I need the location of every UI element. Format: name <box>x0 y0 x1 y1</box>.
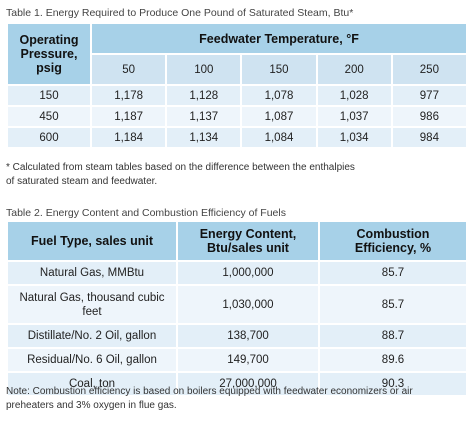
pressure-header-line: Pressure, <box>20 47 78 61</box>
note-line: preheaters and 3% oxygen in flue gas. <box>6 400 177 411</box>
value-cell: 1,187 <box>89 105 168 128</box>
value-cell: 984 <box>390 126 469 149</box>
temp-column-header: 150 <box>240 53 318 86</box>
fuel-cell: Coal, ton <box>6 371 178 397</box>
efficiency-cell: 89.6 <box>318 347 468 373</box>
pressure-cell: 150 <box>6 84 92 107</box>
energy-cell: 1,030,000 <box>176 284 320 325</box>
value-cell: 1,178 <box>89 84 168 107</box>
efficiency-cell: 90.3 <box>318 371 468 397</box>
value-cell: 1,037 <box>315 105 393 128</box>
footnote-line: * Calculated from steam tables based on … <box>6 162 355 173</box>
efficiency-cell: 85.7 <box>318 284 468 325</box>
table-row: 150 1,178 1,128 1,078 1,028 977 <box>6 84 469 107</box>
temp-column-header: 50 <box>89 53 168 86</box>
header-line: Efficiency, % <box>354 241 432 255</box>
value-cell: 1,184 <box>89 126 168 149</box>
table1-caption: Table 1. Energy Required to Produce One … <box>6 7 354 19</box>
pressure-header-line: psig <box>36 61 62 75</box>
pressure-header-line: Operating <box>19 33 79 47</box>
fuel-cell: Residual/No. 6 Oil, gallon <box>6 347 178 373</box>
temp-column-header: 200 <box>315 53 393 86</box>
table-row: Coal, ton 27,000,000 90.3 <box>6 371 468 397</box>
table-row: Distillate/No. 2 Oil, gallon 138,700 88.… <box>6 323 468 349</box>
efficiency-cell: 85.7 <box>318 260 468 286</box>
table-row: 450 1,187 1,137 1,087 1,037 986 <box>6 105 469 128</box>
table1-footnote: * Calculated from steam tables based on … <box>6 161 468 189</box>
energy-cell: 1,000,000 <box>176 260 320 286</box>
energy-cell: 27,000,000 <box>176 371 320 397</box>
value-cell: 1,137 <box>165 105 243 128</box>
footnote-line: of saturated steam and feedwater. <box>6 176 158 187</box>
table2-caption: Table 2. Energy Content and Combustion E… <box>6 207 286 219</box>
value-cell: 1,128 <box>165 84 243 107</box>
value-cell: 1,078 <box>240 84 318 107</box>
pressure-header: Operating Pressure, psig <box>6 22 92 86</box>
value-cell: 1,028 <box>315 84 393 107</box>
temp-column-header: 250 <box>390 53 469 86</box>
energy-content-header: Energy Content, Btu/sales unit <box>176 220 320 262</box>
fuel-cell: Natural Gas, MMBtu <box>6 260 178 286</box>
table-row: Natural Gas, thousand cubic feet 1,030,0… <box>6 284 468 325</box>
note-line: Note: Combustion efficiency is based on … <box>6 386 413 397</box>
temp-column-header: 100 <box>165 53 243 86</box>
value-cell: 986 <box>390 105 469 128</box>
pressure-cell: 450 <box>6 105 92 128</box>
fuel-cell: Natural Gas, thousand cubic feet <box>6 284 178 325</box>
fuel-line: feet <box>82 305 102 318</box>
table-row: Residual/No. 6 Oil, gallon 149,700 89.6 <box>6 347 468 373</box>
pressure-cell: 600 <box>6 126 92 149</box>
fuel-efficiency-table: Fuel Type, sales unit Energy Content, Bt… <box>6 220 468 397</box>
efficiency-cell: 88.7 <box>318 323 468 349</box>
temperature-header: Feedwater Temperature, °F <box>90 22 468 55</box>
steam-energy-table: Operating Pressure, psig Feedwater Tempe… <box>6 22 469 149</box>
header-line: Combustion <box>356 227 430 241</box>
table2-note: Note: Combustion efficiency is based on … <box>6 385 468 413</box>
energy-cell: 149,700 <box>176 347 320 373</box>
fuel-line: Natural Gas, thousand cubic <box>19 291 165 304</box>
header-line: Btu/sales unit <box>207 241 289 255</box>
value-cell: 1,134 <box>165 126 243 149</box>
table-row: Natural Gas, MMBtu 1,000,000 85.7 <box>6 260 468 286</box>
value-cell: 1,084 <box>240 126 318 149</box>
table-row: 600 1,184 1,134 1,084 1,034 984 <box>6 126 469 149</box>
value-cell: 1,087 <box>240 105 318 128</box>
fuel-type-header: Fuel Type, sales unit <box>6 220 178 262</box>
value-cell: 977 <box>390 84 469 107</box>
header-line: Energy Content, <box>199 227 297 241</box>
value-cell: 1,034 <box>315 126 393 149</box>
energy-cell: 138,700 <box>176 323 320 349</box>
fuel-cell: Distillate/No. 2 Oil, gallon <box>6 323 178 349</box>
combustion-efficiency-header: Combustion Efficiency, % <box>318 220 468 262</box>
